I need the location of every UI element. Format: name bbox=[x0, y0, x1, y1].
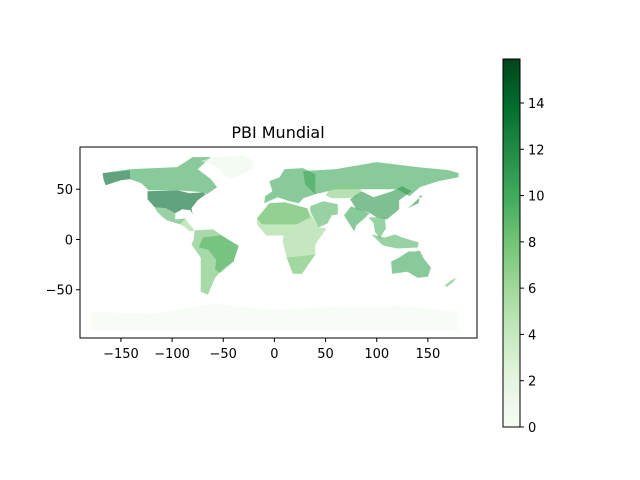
region-mexico bbox=[154, 207, 186, 225]
region-indonesia bbox=[371, 234, 419, 249]
map-layer bbox=[90, 156, 459, 330]
x-tick-label: 100 bbox=[364, 347, 389, 362]
colorbar bbox=[502, 58, 521, 428]
x-tick-label: −150 bbox=[103, 347, 139, 362]
y-tick-label: 0 bbox=[65, 233, 73, 248]
colorbar-tick-label: 2 bbox=[528, 375, 536, 390]
x-tick-label: 0 bbox=[270, 347, 278, 362]
region-brazil bbox=[198, 235, 239, 273]
region-china bbox=[350, 186, 412, 220]
region-kazakhstan bbox=[325, 184, 362, 199]
y-tick-label: −50 bbox=[46, 284, 73, 299]
y-tick-label: 50 bbox=[56, 183, 73, 198]
region-united-states bbox=[147, 190, 206, 215]
region-central-america bbox=[180, 218, 195, 232]
region-greenland bbox=[200, 156, 254, 180]
region-india bbox=[344, 206, 370, 232]
region-japan bbox=[407, 195, 423, 209]
colorbar-tick-label: 12 bbox=[528, 143, 545, 158]
y-axis: 50 0 −50 bbox=[46, 183, 80, 299]
region-europe bbox=[264, 168, 316, 204]
region-middle-east bbox=[310, 201, 338, 228]
x-tick-label: 150 bbox=[415, 347, 440, 362]
x-tick-label: −50 bbox=[210, 347, 237, 362]
region-australia bbox=[391, 250, 431, 278]
x-axis: −150 −100 −50 0 50 100 150 bbox=[103, 338, 440, 362]
colorbar-tick-label: 4 bbox=[528, 328, 536, 343]
colorbar-tick-label: 10 bbox=[528, 190, 545, 205]
region-new-zealand bbox=[444, 277, 457, 287]
colorbar-tick-label: 0 bbox=[528, 421, 536, 436]
region-north-america bbox=[102, 157, 218, 195]
colorbar-tick-label: 8 bbox=[528, 236, 536, 251]
x-tick-label: −100 bbox=[154, 347, 190, 362]
region-antarctica bbox=[90, 303, 459, 330]
region-russia bbox=[303, 162, 459, 197]
axes-frame bbox=[79, 146, 478, 339]
colorbar-tick-label: 6 bbox=[528, 282, 536, 297]
map-title: PBI Mundial bbox=[231, 123, 324, 142]
region-southeast-asia bbox=[368, 217, 386, 239]
region-northern-africa bbox=[257, 202, 311, 225]
colorbar-tick-label: 14 bbox=[528, 97, 545, 112]
colorbar-ticks: 0 2 4 6 8 10 12 14 bbox=[520, 97, 545, 436]
region-alaska bbox=[102, 170, 131, 186]
x-tick-label: 50 bbox=[317, 347, 334, 362]
region-southern-africa bbox=[286, 254, 316, 274]
